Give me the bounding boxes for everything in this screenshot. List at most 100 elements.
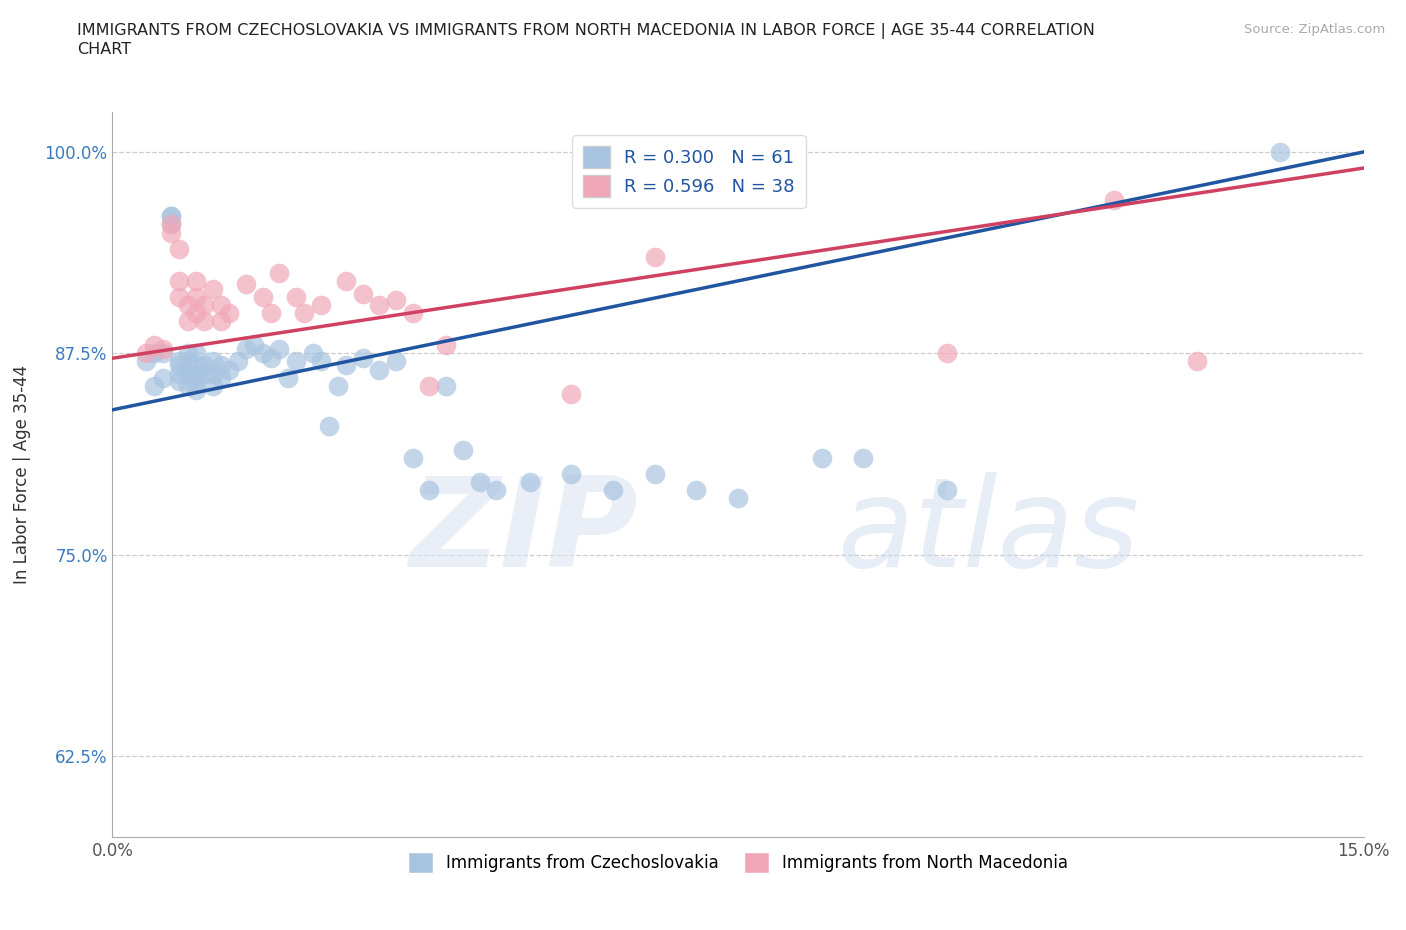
Point: [167, 357, 190, 372]
Point: [135, 354, 157, 369]
Point: [235, 341, 257, 356]
Point: [685, 483, 707, 498]
Point: [152, 346, 174, 361]
Point: [519, 475, 541, 490]
Point: [143, 379, 166, 393]
Point: [143, 346, 166, 361]
Point: [385, 354, 408, 369]
Point: [285, 289, 308, 304]
Point: [243, 338, 266, 352]
Point: [644, 249, 666, 264]
Point: [209, 298, 232, 312]
Point: [184, 373, 207, 388]
Point: [602, 483, 624, 498]
Point: [152, 370, 174, 385]
Point: [252, 289, 274, 304]
Text: Source: ZipAtlas.com: Source: ZipAtlas.com: [1244, 23, 1385, 36]
Point: [193, 298, 215, 312]
Point: [301, 346, 323, 361]
Point: [418, 483, 440, 498]
Point: [201, 282, 224, 297]
Point: [184, 367, 207, 382]
Point: [160, 209, 183, 224]
Point: [167, 241, 190, 256]
Point: [269, 265, 291, 280]
Point: [152, 341, 174, 356]
Point: [468, 475, 491, 490]
Point: [184, 383, 207, 398]
Text: atlas: atlas: [838, 472, 1140, 592]
Point: [434, 338, 457, 352]
Point: [184, 306, 207, 321]
Point: [209, 357, 232, 372]
Point: [260, 306, 283, 321]
Text: ZIP: ZIP: [409, 472, 638, 592]
Point: [935, 346, 957, 361]
Point: [935, 483, 957, 498]
Point: [352, 286, 374, 301]
Point: [160, 225, 183, 240]
Point: [201, 354, 224, 369]
Point: [160, 209, 183, 224]
Point: [352, 351, 374, 365]
Point: [193, 313, 215, 328]
Point: [193, 367, 215, 382]
Point: [335, 273, 357, 288]
Point: [335, 357, 357, 372]
Point: [176, 346, 198, 361]
Text: CHART: CHART: [77, 42, 131, 57]
Legend: Immigrants from Czechoslovakia, Immigrants from North Macedonia: Immigrants from Czechoslovakia, Immigran…: [401, 845, 1076, 880]
Point: [434, 379, 457, 393]
Point: [285, 354, 308, 369]
Text: IMMIGRANTS FROM CZECHOSLOVAKIA VS IMMIGRANTS FROM NORTH MACEDONIA IN LABOR FORCE: IMMIGRANTS FROM CZECHOSLOVAKIA VS IMMIGR…: [77, 23, 1095, 39]
Point: [167, 273, 190, 288]
Point: [560, 467, 582, 482]
Point: [810, 451, 832, 466]
Point: [368, 362, 391, 377]
Point: [852, 451, 875, 466]
Point: [318, 418, 340, 433]
Point: [201, 367, 224, 382]
Point: [1185, 354, 1208, 369]
Point: [184, 273, 207, 288]
Point: [277, 370, 299, 385]
Point: [402, 306, 425, 321]
Point: [193, 357, 215, 372]
Point: [167, 289, 190, 304]
Point: [402, 451, 425, 466]
Point: [1102, 193, 1125, 207]
Point: [326, 379, 349, 393]
Point: [260, 351, 283, 365]
Point: [226, 354, 249, 369]
Point: [368, 298, 391, 312]
Point: [560, 386, 582, 401]
Point: [292, 306, 315, 321]
Point: [309, 298, 332, 312]
Point: [451, 443, 474, 458]
Point: [135, 346, 157, 361]
Point: [485, 483, 508, 498]
Point: [727, 491, 749, 506]
Point: [176, 354, 198, 369]
Point: [418, 379, 440, 393]
Point: [269, 341, 291, 356]
Point: [176, 313, 198, 328]
Point: [201, 379, 224, 393]
Point: [176, 367, 198, 382]
Point: [184, 346, 207, 361]
Point: [160, 217, 183, 232]
Point: [167, 354, 190, 369]
Point: [218, 306, 240, 321]
Point: [184, 357, 207, 372]
Point: [167, 367, 190, 382]
Point: [218, 362, 240, 377]
Point: [167, 373, 190, 388]
Point: [209, 313, 232, 328]
Point: [235, 276, 257, 291]
Point: [176, 379, 198, 393]
Point: [309, 354, 332, 369]
Point: [160, 217, 183, 232]
Point: [385, 293, 408, 308]
Point: [143, 338, 166, 352]
Point: [209, 370, 232, 385]
